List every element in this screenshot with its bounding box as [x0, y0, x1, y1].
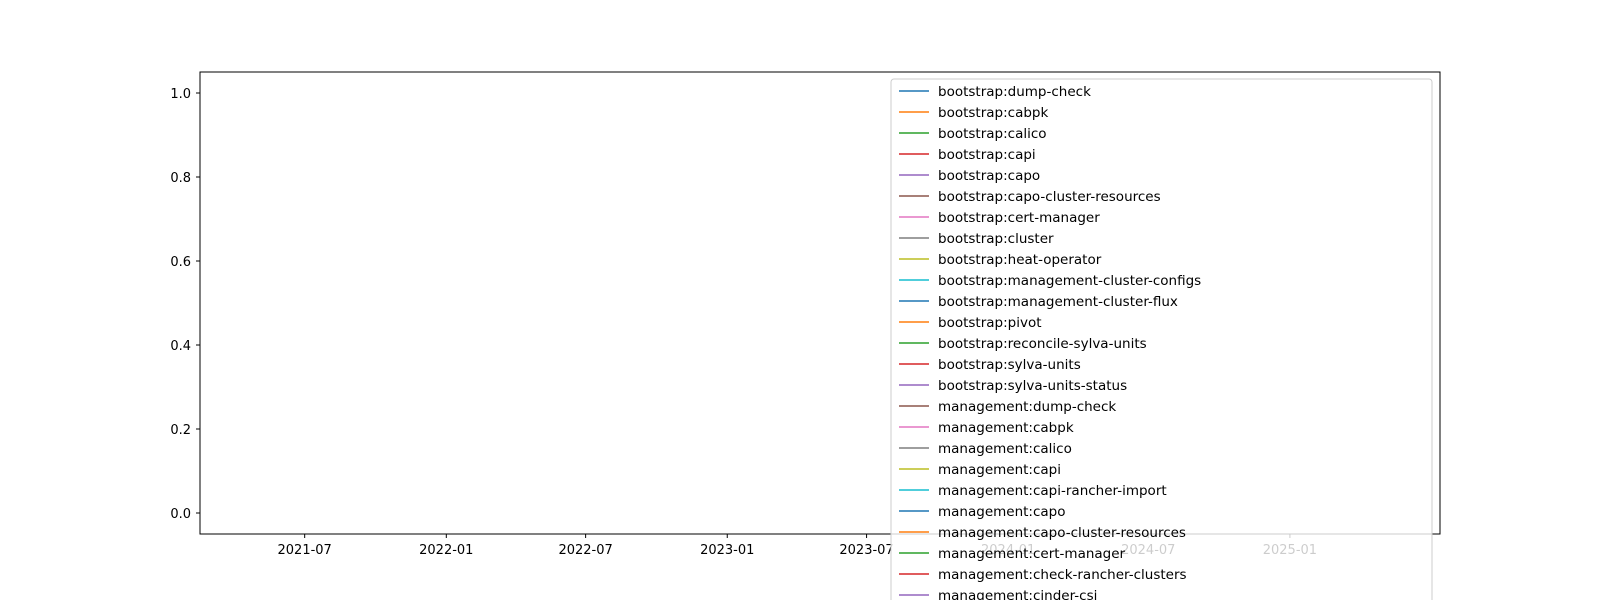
y-tick-label: 0.4 [170, 339, 191, 354]
legend-label: bootstrap:capo-cluster-resources [938, 189, 1161, 205]
x-tick-label: 2021-07 [278, 543, 332, 558]
y-tick-label: 0.0 [170, 507, 191, 522]
legend-label: management:capo [938, 504, 1066, 520]
legend-label: bootstrap:sylva-units-status [938, 378, 1127, 394]
y-tick-label: 0.2 [170, 423, 191, 438]
legend-label: bootstrap:cert-manager [938, 210, 1100, 226]
x-tick-label: 2022-01 [419, 543, 473, 558]
legend-label: management:dump-check [938, 399, 1116, 415]
legend-label: bootstrap:management-cluster-flux [938, 294, 1178, 310]
legend-label: management:calico [938, 441, 1072, 457]
legend-label: bootstrap:dump-check [938, 84, 1091, 100]
legend-label: bootstrap:sylva-units [938, 357, 1081, 373]
legend-label: bootstrap:reconcile-sylva-units [938, 336, 1147, 352]
legend-label: bootstrap:heat-operator [938, 252, 1102, 268]
legend-label: management:check-rancher-clusters [938, 567, 1187, 583]
legend-label: bootstrap:pivot [938, 315, 1042, 331]
x-tick-label: 2022-07 [558, 543, 612, 558]
legend-label: bootstrap:cabpk [938, 105, 1048, 121]
y-axis: 0.0 0.2 0.4 0.6 0.8 1.0 [170, 87, 200, 522]
legend-label: management:cabpk [938, 420, 1074, 436]
legend-label: management:cert-manager [938, 546, 1126, 562]
y-tick-label: 0.6 [170, 255, 191, 270]
legend: bootstrap:dump-check bootstrap:cabpk boots… [890, 78, 1433, 600]
legend-label: management:cinder-csi [938, 588, 1097, 600]
y-tick-label: 0.8 [170, 171, 191, 186]
y-tick-label: 1.0 [170, 87, 191, 102]
legend-frame [890, 78, 1433, 600]
legend-label: management:capo-cluster-resources [938, 525, 1186, 541]
legend-label: management:capi [938, 462, 1061, 478]
legend-label: bootstrap:capo [938, 168, 1040, 184]
legend-label: bootstrap:capi [938, 147, 1036, 163]
x-tick-label: 2023-07 [839, 543, 893, 558]
legend-label: bootstrap:cluster [938, 231, 1054, 247]
legend-label: bootstrap:calico [938, 126, 1047, 142]
legend-label: bootstrap:management-cluster-configs [938, 273, 1201, 289]
legend-label: management:capi-rancher-import [938, 483, 1167, 499]
x-tick-label: 2023-01 [700, 543, 754, 558]
